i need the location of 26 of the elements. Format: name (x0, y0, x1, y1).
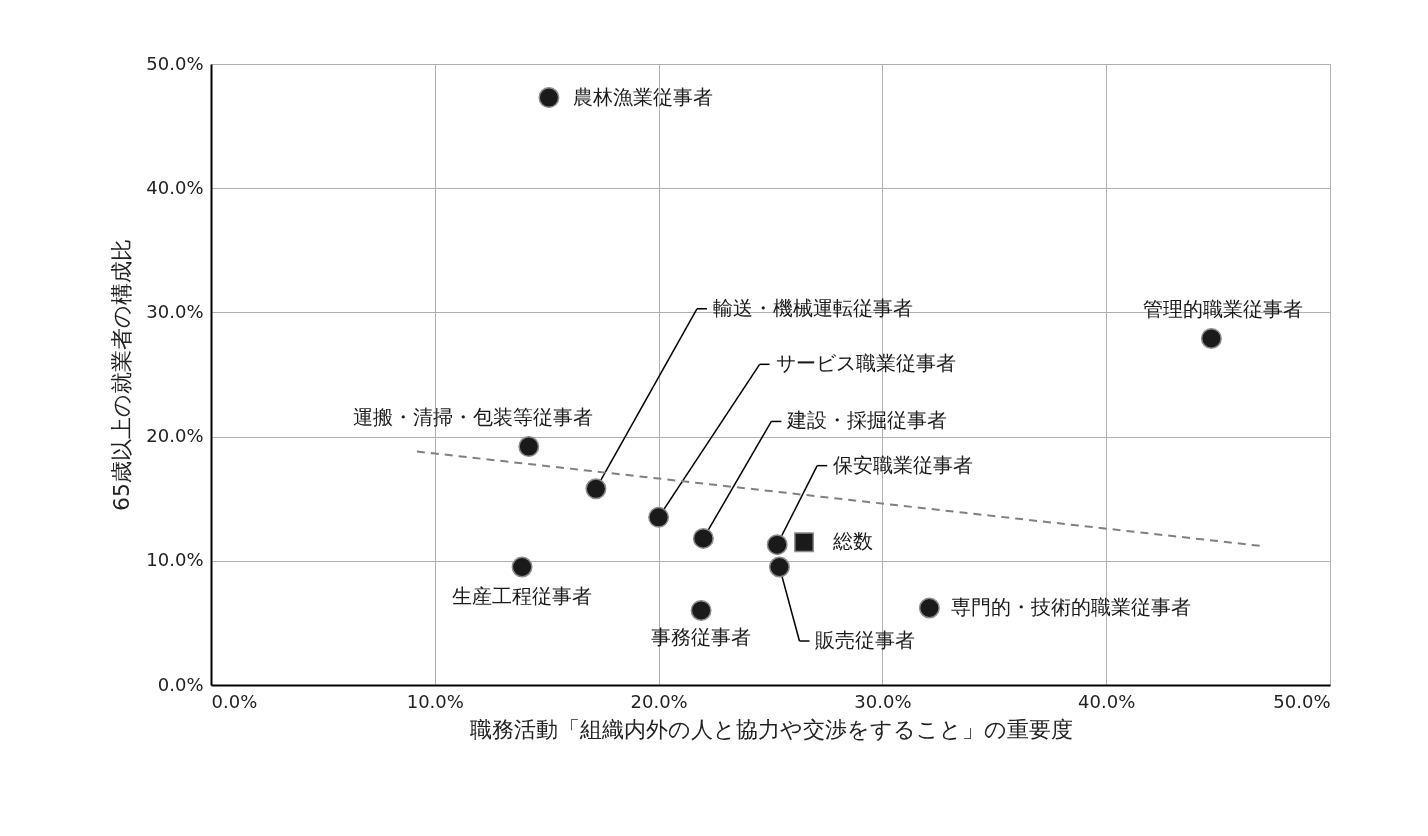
y-tick-label: 40.0% (146, 176, 204, 198)
y-tick-label: 0.0% (157, 673, 204, 695)
annotation: 輸送・機械運転従事者 (712, 295, 913, 320)
annotation: 販売従事者 (815, 628, 916, 653)
annotation: 保安職業従事者 (833, 452, 974, 477)
annotation: 運搬・清掃・包装等従事者 (352, 404, 593, 429)
x-tick-label: 30.0% (854, 690, 912, 712)
y-tick-label: 10.0% (146, 549, 204, 571)
y-axis-title: 65歳以上の就業者の構成比 (109, 239, 135, 511)
x-tick-label: 20.0% (630, 690, 688, 712)
annotation: 管理的職業従事者 (1143, 297, 1304, 322)
y-tick-label: 50.0% (146, 52, 204, 74)
annotation: 総数 (832, 529, 874, 554)
x-tick-label: 0.0% (211, 690, 258, 712)
annotation: 建設・採掘従事者 (786, 408, 948, 433)
x-tick-label: 40.0% (1078, 690, 1136, 712)
x-tick-label: 10.0% (406, 690, 464, 712)
y-tick-label: 20.0% (146, 425, 204, 447)
annotation: 専門的・技術的職業従事者 (951, 595, 1192, 619)
x-tick-label: 50.0% (1273, 690, 1331, 712)
annotation: 事務従事者 (651, 625, 752, 650)
annotation: 生産工程従事者 (452, 584, 593, 609)
y-tick-label: 30.0% (146, 300, 204, 322)
x-axis-title: 職務活動「組織内外の人と協力や交渉をすること」の重要度 (469, 716, 1073, 742)
annotation: サービス職業従事者 (775, 351, 956, 376)
annotation: 農林漁業従事者 (572, 84, 713, 109)
